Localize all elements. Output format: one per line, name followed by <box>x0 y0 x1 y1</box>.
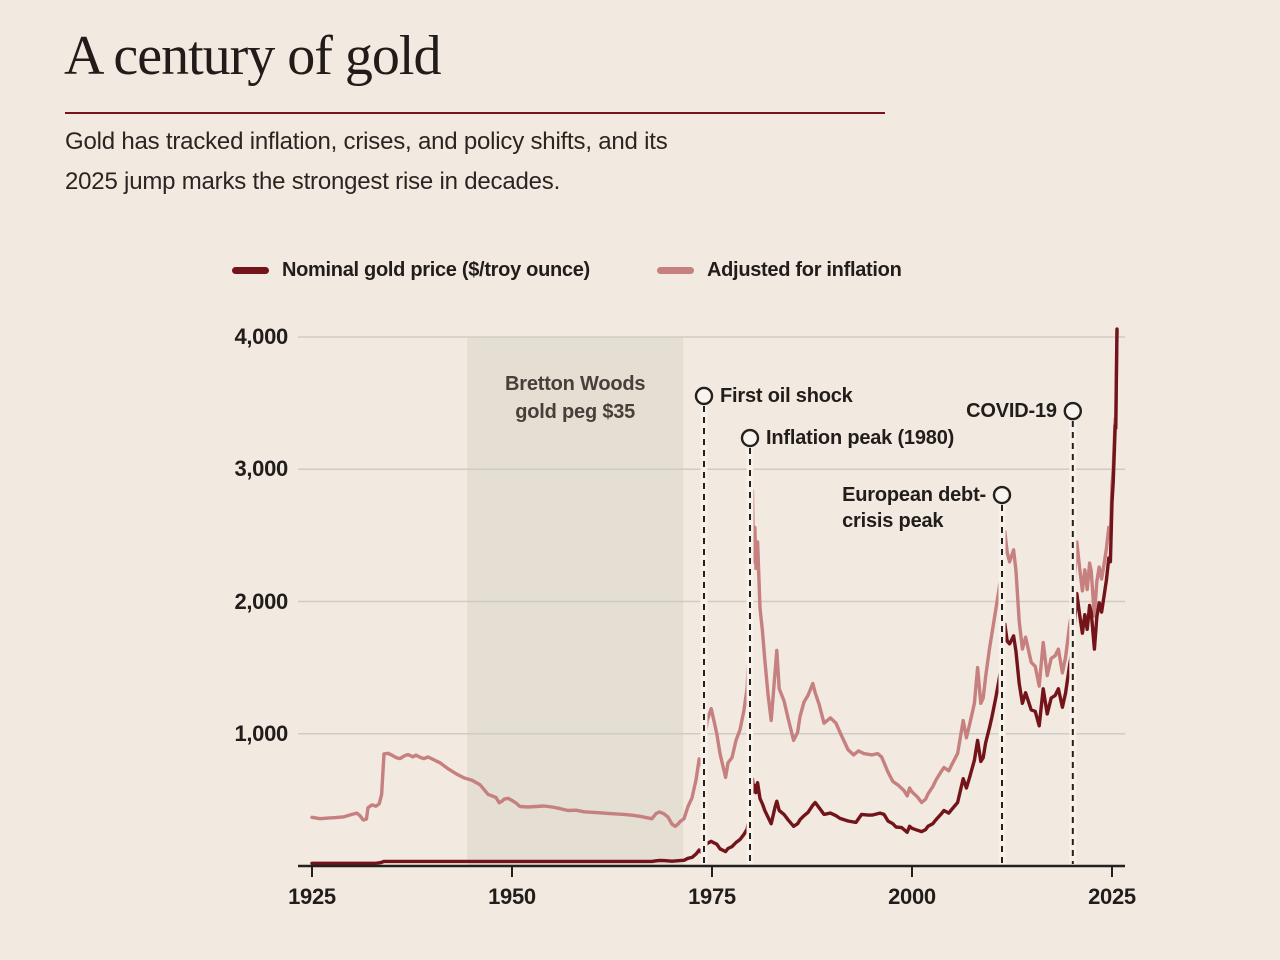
x-axis-label-1950: 1950 <box>488 884 536 909</box>
inflation-peak-1980-marker <box>740 428 760 448</box>
y-axis-label-1,000: 1,000 <box>234 720 288 746</box>
legend-label-adjusted: Adjusted for inflation <box>707 258 902 281</box>
y-axis-label-4,000: 4,000 <box>234 324 288 349</box>
bretton-woods-label: Bretton Woods gold peg $35 <box>445 370 705 426</box>
x-axis-label-1975: 1975 <box>688 884 736 909</box>
y-axis-label-2,000: 2,000 <box>234 588 288 614</box>
first-oil-shock-label-line: First oil shock <box>720 384 853 407</box>
european-debt-crisis-peak-marker <box>992 485 1012 505</box>
x-axis-label-2025: 2025 <box>1088 884 1136 909</box>
page-subtitle-line-2: 2025 jump marks the strongest rise in de… <box>65 168 561 195</box>
page-subtitle-line-1: Gold has tracked inflation, crises, and … <box>65 128 668 155</box>
adjusted-line-swatch <box>657 266 694 274</box>
x-axis-label-1925: 1925 <box>288 884 336 909</box>
x-axis-label-2000: 2000 <box>888 884 936 909</box>
inflation-peak-1980-label-line: Inflation peak (1980) <box>766 427 955 450</box>
title-rule <box>65 112 885 114</box>
legend-item-nominal: Nominal gold price ($/troy ounce) <box>232 256 590 284</box>
first-oil-shock-marker <box>694 386 714 406</box>
adjusted-line <box>310 328 1119 828</box>
first-oil-shock-label: First oil shock <box>720 383 853 409</box>
european-debt-crisis-peak-label-line: European debt- <box>842 484 986 507</box>
legend-label-nominal: Nominal gold price ($/troy ounce) <box>282 258 590 281</box>
covid-19-marker <box>1063 401 1083 421</box>
european-debt-crisis-peak-label-line: crisis peak <box>842 510 944 533</box>
nominal-line-swatch <box>232 266 269 274</box>
inflation-peak-1980-label: Inflation peak (1980) <box>766 425 954 451</box>
y-axis-label-3,000: 3,000 <box>234 456 288 482</box>
nominal-line <box>310 327 1119 865</box>
bretton-woods-label-line: Bretton Woods <box>505 373 646 395</box>
page-title: A century of gold <box>64 25 441 87</box>
european-debt-crisis-peak-label: European debt-crisis peak <box>842 482 986 534</box>
covid-19-label: COVID-19 <box>966 398 1057 424</box>
legend-item-adjusted: Adjusted for inflation <box>657 256 902 284</box>
covid-19-label-line: COVID-19 <box>966 400 1057 423</box>
bretton-woods-label-line: gold peg $35 <box>515 401 636 423</box>
